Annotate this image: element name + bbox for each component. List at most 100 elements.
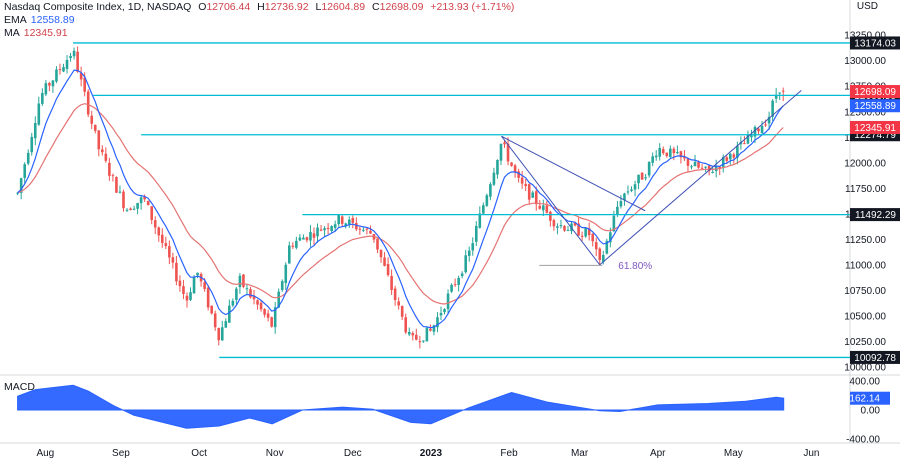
- legend-ema-row[interactable]: EMA 12558.89: [4, 14, 75, 26]
- candle: [527, 183, 531, 205]
- candle: [192, 275, 196, 294]
- candle: [760, 121, 764, 134]
- candle-body: [594, 242, 598, 250]
- candle: [252, 289, 256, 305]
- candle-body: [273, 307, 277, 328]
- candle: [249, 286, 252, 299]
- candle-body: [228, 305, 231, 323]
- candle-body: [771, 100, 774, 117]
- candle-body: [104, 153, 108, 161]
- candle-body: [235, 288, 238, 300]
- candle-body: [538, 205, 542, 209]
- candle-body: [563, 225, 566, 231]
- candle-body: [178, 280, 182, 287]
- candle: [485, 193, 489, 207]
- candle: [291, 242, 295, 249]
- candle: [358, 225, 362, 236]
- level-badge-text: 12274.79: [854, 130, 896, 141]
- macd-badge-bg: [850, 391, 890, 405]
- ema-badge-text: 12558.89: [854, 101, 896, 112]
- ema-value: 12558.89: [30, 14, 75, 26]
- candle: [669, 145, 672, 159]
- candle: [517, 168, 520, 183]
- price-tick-label: 12000.00: [844, 158, 886, 169]
- high-value: 12736.92: [264, 1, 309, 13]
- ma-badge: 12345.91: [850, 120, 900, 134]
- ma-value: 12345.91: [23, 27, 68, 39]
- candle-body: [651, 156, 654, 163]
- candle-body: [295, 240, 298, 248]
- candle-body: [647, 161, 651, 176]
- candle: [101, 145, 104, 156]
- candle-body: [337, 214, 340, 225]
- candle: [58, 63, 62, 75]
- candle: [206, 285, 210, 311]
- candle-body: [411, 332, 415, 336]
- candle: [499, 143, 503, 165]
- time-tick-label: Feb: [500, 448, 518, 459]
- legend-ma-row[interactable]: MA 12345.91: [4, 27, 68, 39]
- candle-body: [129, 208, 132, 211]
- candle: [630, 186, 633, 193]
- candle-body: [633, 184, 637, 190]
- candle-body: [697, 162, 700, 168]
- candle: [418, 335, 422, 349]
- candle-body: [157, 227, 161, 236]
- candle: [231, 298, 235, 308]
- candle-body: [203, 282, 206, 289]
- candle-body: [136, 202, 139, 209]
- candle-body: [566, 230, 570, 232]
- candle: [146, 200, 150, 206]
- price-tick-label: 11750.00: [845, 184, 886, 195]
- level-badge-bg: [850, 208, 900, 222]
- close-badge: 12698.09: [850, 85, 900, 99]
- candle-body: [781, 90, 785, 92]
- macd-tick-label: 400.00: [849, 376, 880, 387]
- candle-body: [725, 157, 729, 161]
- candle-body: [626, 191, 630, 193]
- candle-body: [672, 148, 676, 154]
- candle-body: [277, 291, 281, 308]
- candle-body: [397, 301, 400, 306]
- candle: [386, 257, 390, 277]
- time-tick-label: Mar: [571, 448, 589, 459]
- candle: [700, 164, 704, 170]
- candle-body: [376, 238, 379, 250]
- candle-body: [425, 327, 429, 342]
- time-axis: Aug Sep Oct Nov Dec 2023 Feb Mar Apr May Jun: [36, 448, 819, 459]
- candle-body: [700, 167, 704, 169]
- candle-body: [415, 334, 418, 340]
- candle-body: [79, 72, 83, 80]
- candle: [683, 149, 686, 161]
- candle: [242, 273, 245, 289]
- candle-body: [189, 292, 192, 300]
- candle-body: [492, 172, 496, 185]
- candle-body: [48, 83, 51, 86]
- candle-body: [407, 331, 411, 335]
- candles: [16, 46, 785, 349]
- candle-body: [309, 232, 312, 241]
- price-tick-label: 11000.00: [845, 260, 886, 271]
- candle: [33, 116, 37, 146]
- candle-body: [485, 195, 489, 206]
- horizontal-levels: [73, 42, 850, 359]
- candle-body: [115, 176, 118, 193]
- ema-line: [17, 69, 784, 329]
- candle-body: [217, 327, 221, 341]
- candle: [566, 225, 570, 232]
- fib-label: 61.80%: [618, 261, 652, 272]
- candle: [556, 223, 559, 235]
- candle-body: [358, 228, 362, 230]
- candle: [658, 143, 662, 161]
- low-label: L: [315, 1, 322, 13]
- change-value: +213.93 (+1.71%): [430, 1, 515, 13]
- candle-body: [125, 209, 129, 211]
- candle: [62, 63, 65, 73]
- candle: [654, 150, 658, 161]
- candle: [767, 111, 771, 130]
- time-tick-label: Jun: [803, 448, 819, 459]
- candle: [411, 331, 415, 341]
- candle-body: [676, 152, 679, 154]
- ema-label: EMA: [4, 14, 27, 26]
